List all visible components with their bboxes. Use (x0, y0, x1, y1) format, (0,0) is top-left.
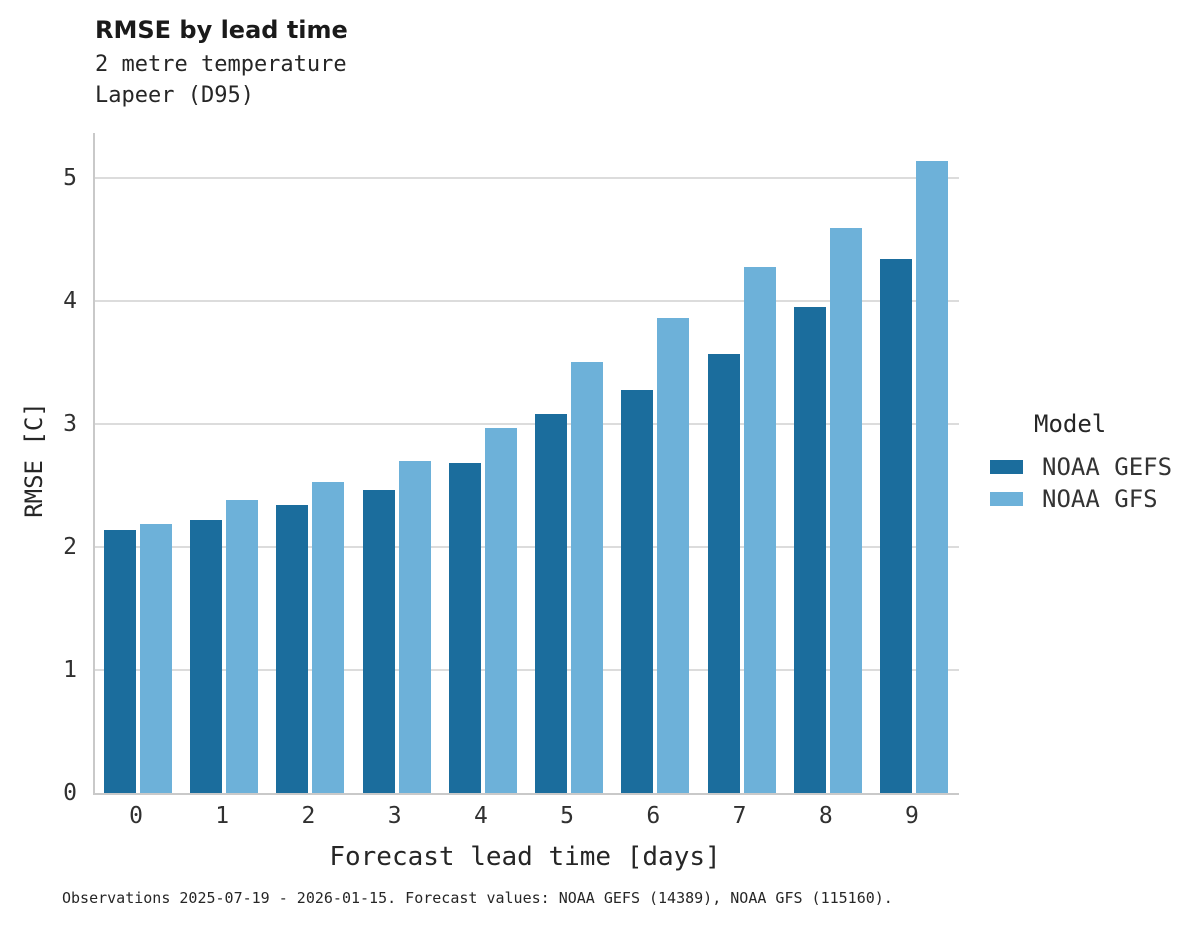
legend-label-noaa-gfs: NOAA GFS (1042, 485, 1158, 513)
bar-noaa-gefs-lead-2 (276, 505, 308, 793)
bar-noaa-gfs-lead-7 (744, 267, 776, 793)
bar-noaa-gfs-lead-2 (312, 482, 344, 793)
x-tick-label-5: 5 (560, 803, 575, 829)
gridline-y5 (95, 177, 959, 179)
gridline-y2 (95, 546, 959, 548)
bar-noaa-gefs-lead-0 (104, 530, 136, 793)
bar-noaa-gefs-lead-8 (794, 307, 826, 793)
legend: Model NOAA GEFS NOAA GFS (985, 410, 1190, 512)
gridline-y1 (95, 669, 959, 671)
bar-noaa-gfs-lead-8 (830, 228, 862, 793)
bar-noaa-gefs-lead-9 (880, 259, 912, 793)
x-tick-label-0: 0 (129, 803, 143, 829)
x-axis-label: Forecast lead time [days] (329, 842, 721, 872)
x-tick-label-9: 9 (905, 803, 919, 829)
bar-noaa-gefs-lead-7 (708, 354, 740, 793)
bar-noaa-gfs-lead-0 (140, 524, 172, 793)
bar-noaa-gfs-lead-5 (571, 362, 603, 793)
y-tick-label-3: 3 (63, 411, 77, 437)
y-tick-label-0: 0 (63, 780, 77, 806)
bar-noaa-gfs-lead-1 (226, 500, 258, 793)
x-tick-label-2: 2 (301, 803, 316, 829)
caption: Observations 2025-07-19 - 2026-01-15. Fo… (62, 889, 893, 907)
chart-title: RMSE by lead time (95, 16, 348, 44)
bar-noaa-gefs-lead-6 (621, 390, 653, 793)
y-tick-label-2: 2 (63, 534, 77, 560)
bar-noaa-gefs-lead-5 (535, 414, 567, 793)
legend-item-noaa-gefs: NOAA GEFS (985, 454, 1190, 480)
legend-title: Model (1034, 410, 1107, 438)
chart-subtitle-station: Lapeer (D95) (95, 83, 254, 108)
legend-swatch-noaa-gefs (990, 460, 1023, 474)
gridline-y3 (95, 423, 959, 425)
y-tick-label-1: 1 (63, 657, 77, 683)
plot-area (93, 133, 959, 795)
chart-subtitle-variable: 2 metre temperature (95, 52, 347, 77)
x-tick-label-3: 3 (387, 803, 402, 829)
x-tick-label-8: 8 (818, 803, 833, 829)
x-tick-label-1: 1 (215, 803, 230, 829)
bar-noaa-gfs-lead-3 (399, 461, 431, 793)
bar-noaa-gfs-lead-4 (485, 428, 517, 793)
bar-noaa-gfs-lead-9 (916, 161, 948, 793)
bar-noaa-gefs-lead-4 (449, 463, 481, 793)
bar-noaa-gefs-lead-3 (363, 490, 395, 793)
x-tick-label-7: 7 (732, 803, 747, 829)
y-tick-label-5: 5 (63, 165, 77, 191)
legend-swatch-noaa-gfs (990, 492, 1023, 506)
legend-item-noaa-gfs: NOAA GFS (985, 486, 1190, 512)
y-tick-label-4: 4 (63, 288, 77, 314)
bar-noaa-gefs-lead-1 (190, 520, 222, 793)
x-tick-label-4: 4 (473, 803, 488, 829)
legend-label-noaa-gefs: NOAA GEFS (1042, 453, 1173, 481)
bar-noaa-gfs-lead-6 (657, 318, 689, 793)
x-tick-label-6: 6 (646, 803, 661, 829)
gridline-y4 (95, 300, 959, 302)
